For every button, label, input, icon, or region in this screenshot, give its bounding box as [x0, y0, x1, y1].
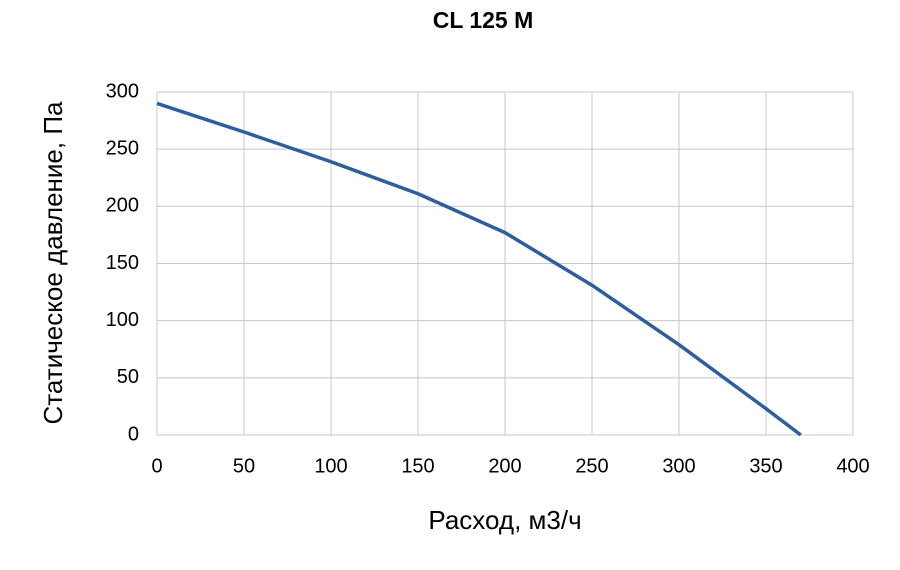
y-tick-label: 300 — [106, 80, 139, 102]
x-tick-label: 200 — [488, 455, 521, 477]
x-tick-label: 50 — [233, 455, 255, 477]
x-tick-label: 300 — [662, 455, 695, 477]
y-tick-label: 150 — [106, 252, 139, 274]
x-tick-label: 350 — [749, 455, 782, 477]
data-line — [156, 101, 802, 437]
chart-title: CL 125 M — [433, 7, 534, 33]
y-tick-label: 200 — [106, 195, 139, 217]
y-tick-label: 100 — [106, 309, 139, 331]
x-axis-label: Расход, м3/ч — [428, 505, 581, 535]
y-tick-label: 250 — [106, 137, 139, 159]
x-tick-label: 150 — [401, 455, 434, 477]
x-tick-label: 100 — [314, 455, 347, 477]
y-axis-label: Статическое давление, Па — [38, 101, 68, 424]
y-tick-label: 50 — [117, 366, 139, 388]
x-tick-label: 400 — [836, 455, 869, 477]
y-tick-label: 0 — [128, 423, 139, 445]
x-tick-label: 250 — [575, 455, 608, 477]
x-tick-label: 0 — [151, 455, 162, 477]
